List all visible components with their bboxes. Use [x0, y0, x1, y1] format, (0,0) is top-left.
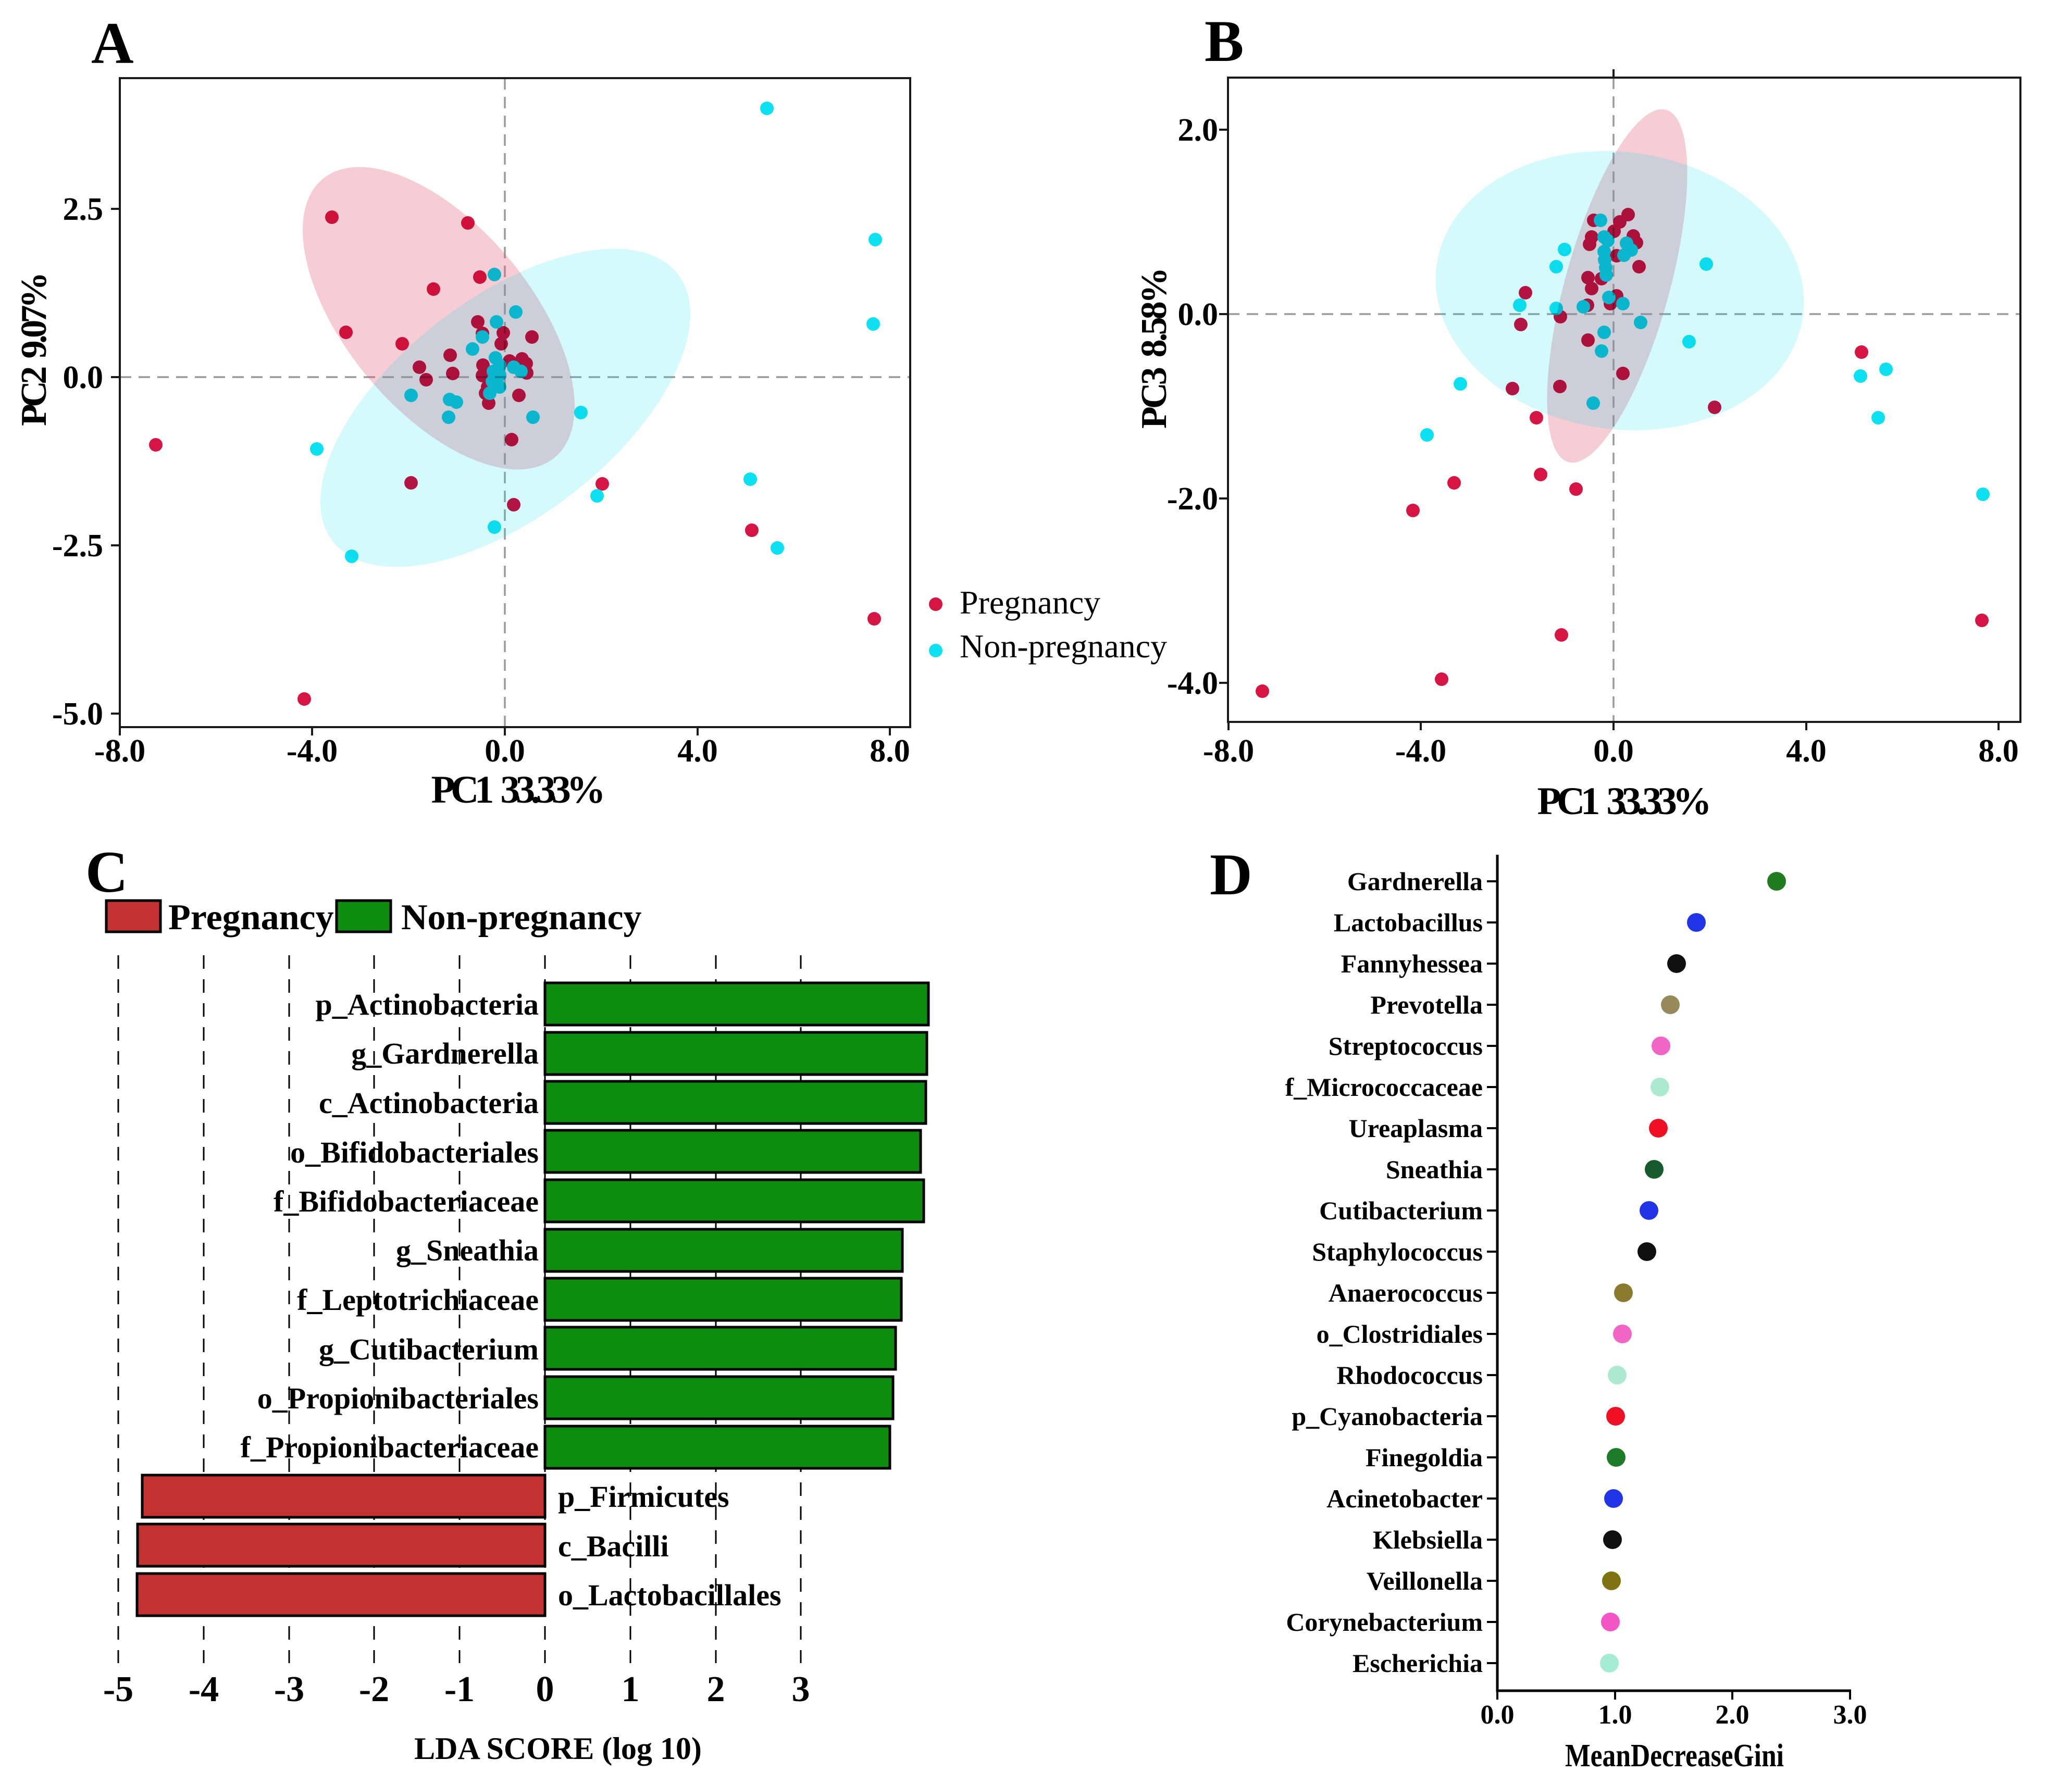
svg-text:2.5: 2.5 [63, 192, 104, 227]
svg-text:c_Actinobacteria: c_Actinobacteria [319, 1086, 539, 1120]
svg-text:Escherichia: Escherichia [1353, 1649, 1483, 1678]
svg-text:-5.0: -5.0 [52, 696, 103, 732]
svg-text:-2.0: -2.0 [1167, 481, 1218, 517]
svg-text:MeanDecreaseGini: MeanDecreaseGini [1565, 1738, 1784, 1774]
svg-text:Rhodococcus: Rhodococcus [1336, 1360, 1483, 1390]
svg-text:LDA SCORE (log 10): LDA SCORE (log 10) [414, 1731, 702, 1766]
svg-text:Fannyhessea: Fannyhessea [1341, 949, 1483, 978]
svg-text:D: D [1210, 842, 1252, 907]
svg-text:2.0: 2.0 [1178, 113, 1219, 148]
svg-text:0.0: 0.0 [63, 360, 104, 395]
svg-text:1: 1 [622, 1669, 640, 1709]
svg-text:4.0: 4.0 [1786, 733, 1827, 769]
svg-text:c_Bacilli: c_Bacilli [558, 1529, 669, 1563]
svg-text:C: C [85, 840, 128, 905]
svg-text:PC1 33.33%: PC1 33.33% [431, 768, 606, 812]
svg-text:f_Micrococcaceae: f_Micrococcaceae [1285, 1072, 1483, 1102]
svg-text:o_Propionibacteriales: o_Propionibacteriales [257, 1381, 539, 1415]
svg-text:Acinetobacter: Acinetobacter [1326, 1484, 1483, 1513]
svg-text:-2: -2 [359, 1669, 389, 1709]
svg-text:2: 2 [707, 1669, 725, 1709]
svg-text:Gardnerella: Gardnerella [1347, 867, 1483, 896]
svg-text:0.0: 0.0 [1593, 733, 1634, 769]
svg-text:Corynebacterium: Corynebacterium [1286, 1607, 1483, 1637]
svg-text:4.0: 4.0 [677, 733, 718, 769]
svg-text:-8.0: -8.0 [94, 733, 145, 769]
svg-text:-4: -4 [189, 1669, 219, 1709]
svg-text:-8.0: -8.0 [1203, 733, 1254, 769]
svg-text:-1: -1 [444, 1669, 475, 1709]
svg-text:Cutibacterium: Cutibacterium [1319, 1196, 1483, 1225]
svg-text:f_Propionibacteriaceae: f_Propionibacteriaceae [241, 1430, 539, 1464]
svg-text:-5: -5 [103, 1669, 133, 1709]
svg-text:Lactobacillus: Lactobacillus [1334, 908, 1483, 937]
svg-text:p_Actinobacteria: p_Actinobacteria [316, 988, 539, 1021]
svg-text:Pregnancy: Pregnancy [960, 584, 1100, 621]
svg-text:0: 0 [536, 1669, 554, 1709]
svg-text:Sneathia: Sneathia [1386, 1155, 1483, 1184]
svg-text:o_Clostridiales: o_Clostridiales [1317, 1319, 1483, 1349]
svg-text:Pregnancy: Pregnancy [168, 897, 334, 938]
svg-text:Staphylococcus: Staphylococcus [1312, 1237, 1483, 1266]
svg-text:g_Sneathia: g_Sneathia [396, 1233, 539, 1267]
svg-text:g_Cutibacterium: g_Cutibacterium [319, 1332, 539, 1366]
svg-text:Ureaplasma: Ureaplasma [1349, 1114, 1483, 1143]
svg-text:p_Firmicutes: p_Firmicutes [558, 1480, 729, 1514]
svg-text:2.0: 2.0 [1716, 1700, 1750, 1730]
svg-text:PC1 33.33%: PC1 33.33% [1537, 780, 1712, 823]
svg-text:-2.5: -2.5 [52, 528, 103, 564]
svg-text:A: A [91, 11, 134, 76]
svg-text:0.0: 0.0 [1481, 1700, 1515, 1730]
svg-text:0.0: 0.0 [485, 733, 525, 769]
svg-text:-3: -3 [274, 1669, 304, 1709]
svg-text:3.0: 3.0 [1833, 1700, 1867, 1730]
svg-text:Streptococcus: Streptococcus [1329, 1031, 1483, 1060]
svg-text:Klebsiella: Klebsiella [1373, 1525, 1483, 1554]
svg-text:1.0: 1.0 [1598, 1700, 1632, 1730]
svg-text:-4.0: -4.0 [1167, 666, 1218, 701]
svg-text:Anaerococcus: Anaerococcus [1329, 1278, 1483, 1307]
svg-text:8.0: 8.0 [1978, 733, 2019, 769]
svg-text:-4.0: -4.0 [287, 733, 338, 769]
svg-text:PC2 9.07%: PC2 9.07% [14, 272, 54, 426]
svg-text:f_Leptotrichiaceae: f_Leptotrichiaceae [297, 1283, 539, 1317]
svg-text:g_Gardnerella: g_Gardnerella [351, 1037, 539, 1070]
svg-text:Veillonella: Veillonella [1367, 1566, 1483, 1595]
svg-text:3: 3 [792, 1669, 810, 1709]
svg-text:8.0: 8.0 [870, 733, 910, 769]
svg-text:o_Bifidobacteriales: o_Bifidobacteriales [290, 1135, 539, 1169]
svg-text:PC3 8.58%: PC3 8.58% [1134, 267, 1174, 429]
svg-text:Finegoldia: Finegoldia [1366, 1443, 1483, 1472]
svg-text:-4.0: -4.0 [1395, 733, 1446, 769]
svg-text:p_Cyanobacteria: p_Cyanobacteria [1292, 1402, 1483, 1431]
svg-text:B: B [1205, 9, 1244, 74]
svg-text:f_Bifidobacteriaceae: f_Bifidobacteriaceae [274, 1184, 539, 1218]
svg-text:0.0: 0.0 [1178, 297, 1219, 332]
svg-text:Prevotella: Prevotella [1370, 990, 1483, 1019]
svg-text:Non-pregnancy: Non-pregnancy [960, 628, 1167, 665]
svg-text:Non-pregnancy: Non-pregnancy [401, 897, 642, 938]
svg-text:o_Lactobacillales: o_Lactobacillales [558, 1578, 781, 1612]
